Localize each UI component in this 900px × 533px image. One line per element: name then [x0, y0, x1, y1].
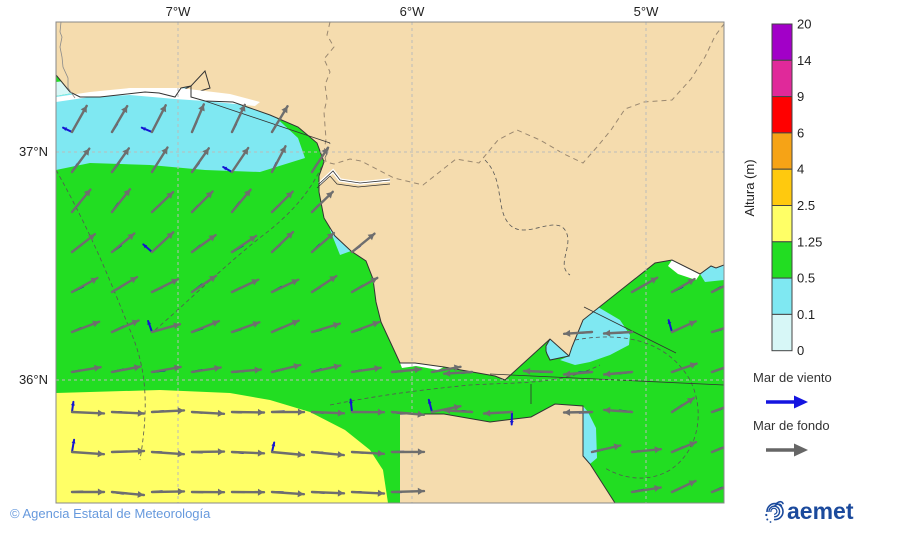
- svg-text:2.5: 2.5: [797, 198, 815, 213]
- svg-text:14: 14: [797, 53, 811, 68]
- svg-text:© Agencia Estatal de Meteorolo: © Agencia Estatal de Meteorología: [10, 506, 211, 521]
- svg-text:aemet: aemet: [787, 498, 854, 524]
- svg-text:37°N: 37°N: [19, 144, 48, 159]
- svg-text:Mar de viento: Mar de viento: [753, 370, 832, 385]
- svg-text:0.5: 0.5: [797, 271, 815, 286]
- svg-text:0.1: 0.1: [797, 307, 815, 322]
- svg-text:Altura (m): Altura (m): [742, 159, 757, 216]
- svg-text:6°W: 6°W: [400, 4, 425, 19]
- svg-text:6: 6: [797, 125, 804, 140]
- svg-text:5°W: 5°W: [634, 4, 659, 19]
- svg-text:9: 9: [797, 89, 804, 104]
- svg-text:Mar de fondo: Mar de fondo: [753, 418, 830, 433]
- svg-text:36°N: 36°N: [19, 372, 48, 387]
- svg-text:20: 20: [797, 17, 811, 32]
- svg-text:1.25: 1.25: [797, 234, 822, 249]
- svg-text:0: 0: [797, 343, 804, 358]
- svg-text:4: 4: [797, 162, 804, 177]
- svg-text:7°W: 7°W: [166, 4, 191, 19]
